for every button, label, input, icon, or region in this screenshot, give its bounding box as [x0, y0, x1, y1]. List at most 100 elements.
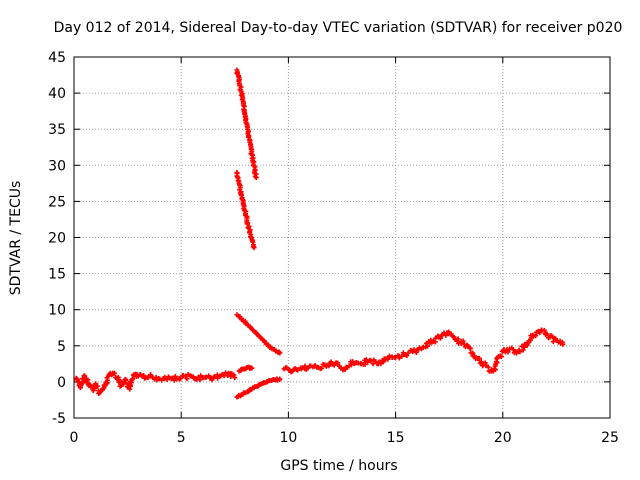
- data-point-fill: [399, 353, 405, 359]
- x-tick-label: 10: [279, 430, 297, 446]
- grid: [74, 57, 610, 418]
- data-point-fill: [514, 350, 520, 356]
- data-point-fill: [242, 318, 248, 324]
- data-point-fill: [533, 333, 539, 339]
- data-point-fill: [203, 374, 209, 380]
- data-point-fill: [225, 373, 231, 379]
- data-point-fill: [276, 349, 282, 355]
- data-point-fill: [112, 370, 118, 376]
- series-segment-near-zero: [236, 364, 255, 374]
- data-point-fill: [171, 377, 177, 383]
- y-tick-label: 5: [57, 339, 66, 355]
- y-tick-label: 25: [48, 194, 66, 210]
- data-point-fill: [505, 349, 511, 355]
- series-afternoon: [281, 327, 566, 375]
- data-point-fill: [248, 235, 254, 241]
- data-point-fill: [178, 375, 184, 381]
- data-point-fill: [405, 350, 411, 356]
- data-point-fill: [413, 349, 419, 355]
- data-point-fill: [147, 372, 153, 378]
- data-point-fill: [408, 348, 414, 354]
- data-point-fill: [467, 345, 473, 351]
- data-point-fill: [460, 338, 466, 344]
- series-descending-from-43: [234, 67, 259, 181]
- data-point-fill: [209, 377, 215, 383]
- data-point-fill: [559, 339, 565, 345]
- series-descending-from-9: [234, 312, 283, 356]
- data-point-fill: [258, 335, 264, 341]
- data-point-fill: [130, 376, 136, 382]
- data-point-fill: [358, 360, 364, 366]
- series-descending-from-29: [234, 170, 257, 251]
- data-point-fill: [365, 359, 371, 365]
- data-point-fill: [326, 363, 332, 369]
- data-point-fill: [302, 363, 308, 369]
- data-point-fill: [245, 124, 251, 130]
- x-tick-label: 0: [70, 430, 79, 446]
- data-point-fill: [510, 347, 516, 353]
- data-point-fill: [386, 353, 392, 359]
- x-axis-label: GPS time / hours: [280, 458, 397, 474]
- data-point-fill: [541, 327, 547, 333]
- data-point-fill: [476, 355, 482, 361]
- data-point-fill: [519, 343, 525, 349]
- data-point-fill: [471, 353, 477, 359]
- data-point-fill: [223, 370, 229, 376]
- data-point-fill: [517, 349, 523, 355]
- data-point-fill: [435, 333, 441, 339]
- data-point-fill: [238, 87, 244, 93]
- data-point-fill: [305, 365, 311, 371]
- data-point-fill: [295, 367, 301, 373]
- y-tick-label: -5: [52, 411, 66, 427]
- data-point-fill: [437, 335, 443, 341]
- data-point-fill: [520, 347, 526, 353]
- data-point-fill: [215, 375, 221, 381]
- data-point-fill: [197, 377, 203, 383]
- plot-frame: [73, 56, 611, 419]
- data-point-fill: [544, 331, 550, 337]
- y-tick-label: 15: [48, 267, 66, 283]
- data-point-fill: [117, 383, 123, 389]
- data-point-fill: [392, 354, 398, 360]
- y-tick-label: 20: [48, 231, 66, 247]
- data-point-fill: [335, 360, 341, 366]
- data-point-fill: [348, 362, 354, 368]
- data-point-fill: [492, 363, 498, 369]
- data-point-fill: [250, 327, 256, 333]
- data-point-fill: [468, 350, 474, 356]
- y-tick-label: 30: [48, 158, 66, 174]
- data-point-fill: [441, 330, 447, 336]
- data-point-fill: [274, 376, 280, 382]
- data-point-fill: [400, 350, 406, 356]
- data-point-fill: [319, 365, 325, 371]
- y-tick-label: 35: [48, 122, 66, 138]
- data-point-fill: [241, 390, 247, 396]
- data-point-fill: [498, 354, 504, 360]
- x-tick-label: 15: [387, 430, 405, 446]
- data-point-fill: [156, 376, 162, 382]
- data-point-fill: [425, 343, 431, 349]
- data-point-fill: [362, 361, 368, 367]
- data-point-fill: [252, 173, 258, 179]
- y-tick-label: 45: [48, 50, 66, 66]
- data-point: [232, 375, 238, 381]
- y-axis-label: SDTVAR / TECUs: [8, 181, 24, 296]
- data-point-fill: [288, 369, 294, 375]
- data-point-fill: [164, 377, 170, 383]
- data-point-fill: [248, 365, 254, 371]
- data-point-fill: [550, 339, 556, 345]
- series-baseline: [73, 370, 238, 397]
- data-point-fill: [250, 244, 256, 250]
- data-point-fill: [378, 361, 384, 367]
- x-tick-label: 20: [494, 430, 512, 446]
- data-point-fill: [228, 373, 234, 379]
- data-marks: [73, 67, 566, 400]
- data-point-fill: [494, 355, 500, 361]
- data-point-fill: [314, 364, 320, 370]
- x-tick-label: 25: [601, 430, 619, 446]
- data-point-fill: [455, 336, 461, 342]
- data-point-fill: [276, 377, 282, 383]
- data-point-fill: [123, 377, 129, 383]
